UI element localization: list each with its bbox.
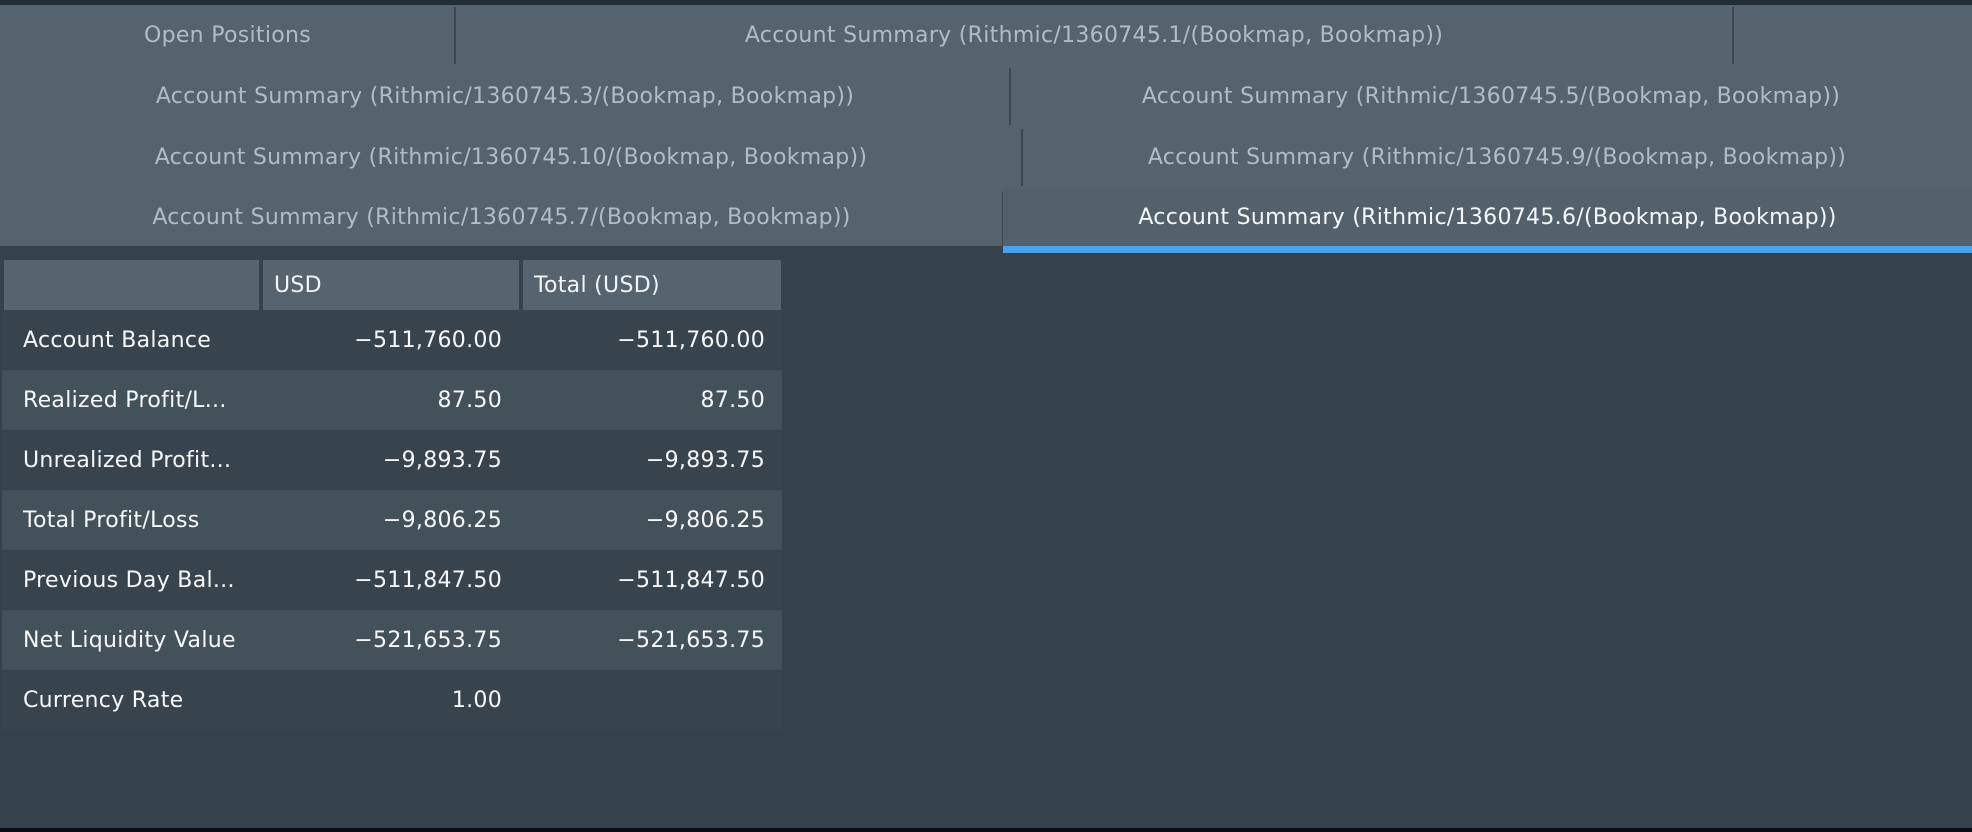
- col-header-usd[interactable]: USD: [263, 260, 519, 310]
- tab-label: Account Summary (Rithmic/1360745.5/(Book…: [1141, 84, 1841, 109]
- usd-value: 87.50: [437, 387, 502, 413]
- total-value: −511,847.50: [617, 567, 765, 593]
- tab-account-summary-1360745-1[interactable]: Account Summary (Rithmic/1360745.1/(Book…: [455, 5, 1733, 66]
- row-label: Unrealized Profit...: [23, 447, 232, 473]
- tab-label: Account Summary (Rithmic/1360745.6/(Book…: [1138, 204, 1837, 230]
- col-header-label: Total (USD): [534, 272, 660, 298]
- tab-label: Account Summary (Rithmic/1360745.7/(Book…: [152, 204, 851, 230]
- tab-account-summary-1360745-6-selected[interactable]: Account Summary (Rithmic/1360745.6/(Book…: [1003, 188, 1972, 246]
- row-label: Net Liquidity Value: [23, 627, 236, 653]
- usd-value: −511,760.00: [354, 327, 502, 353]
- table-row-realized-profit-loss: Realized Profit/L... 87.50 87.50: [2, 370, 782, 430]
- tab-label: Open Positions: [143, 23, 312, 48]
- tab-row-2: Account Summary (Rithmic/1360745.3/(Book…: [0, 66, 1972, 127]
- tab-label: Account Summary (Rithmic/1360745.3/(Book…: [155, 84, 855, 109]
- table-row-account-balance: Account Balance −511,760.00 −511,760.00: [2, 310, 782, 370]
- tab-account-summary-1360745-9[interactable]: Account Summary (Rithmic/1360745.9/(Book…: [1022, 127, 1972, 188]
- tab-open-positions[interactable]: Open Positions: [0, 5, 455, 66]
- tab-bar: Open Positions Account Summary (Rithmic/…: [0, 5, 1972, 246]
- tab-divider: [454, 7, 456, 64]
- row-label: Realized Profit/L...: [23, 387, 227, 413]
- tab-divider: [1021, 129, 1023, 186]
- table-header-row: USD Total (USD): [0, 260, 790, 310]
- total-value: −9,893.75: [645, 447, 765, 473]
- tab-account-summary-1360745-5[interactable]: Account Summary (Rithmic/1360745.5/(Book…: [1010, 66, 1972, 127]
- tab-account-summary-1360745-10[interactable]: Account Summary (Rithmic/1360745.10/(Boo…: [0, 127, 1022, 188]
- row-label: Currency Rate: [23, 687, 184, 713]
- window-top-edge: [0, 0, 1972, 5]
- usd-value: −521,653.75: [354, 627, 502, 653]
- tab-row-4: Account Summary (Rithmic/1360745.7/(Book…: [0, 188, 1972, 246]
- usd-value: −511,847.50: [354, 567, 502, 593]
- tab-row-1: Open Positions Account Summary (Rithmic/…: [0, 5, 1972, 66]
- total-value: −511,760.00: [617, 327, 765, 353]
- col-header-total-usd[interactable]: Total (USD): [523, 260, 781, 310]
- table-row-unrealized-profit: Unrealized Profit... −9,893.75 −9,893.75: [2, 430, 782, 490]
- row-label: Account Balance: [23, 327, 212, 353]
- total-value: [502, 670, 780, 730]
- table-row-currency-rate: Currency Rate 1.00: [2, 670, 782, 730]
- tab-account-summary-1360745-3[interactable]: Account Summary (Rithmic/1360745.3/(Book…: [0, 66, 1010, 127]
- total-value: 87.50: [700, 387, 765, 413]
- row-label: Total Profit/Loss: [23, 507, 200, 533]
- row-label: Previous Day Bal...: [23, 567, 235, 593]
- table-row-net-liquidity-value: Net Liquidity Value −521,653.75 −521,653…: [2, 610, 782, 670]
- total-value: −9,806.25: [645, 507, 765, 533]
- table-row-total-profit-loss: Total Profit/Loss −9,806.25 −9,806.25: [2, 490, 782, 550]
- usd-value: −9,893.75: [382, 447, 502, 473]
- usd-value: 1.00: [451, 687, 502, 713]
- tab-label: Account Summary (Rithmic/1360745.10/(Boo…: [154, 145, 868, 170]
- tab-divider: [1009, 68, 1011, 125]
- window-bottom-edge: [0, 828, 1972, 832]
- tab-label: Account Summary (Rithmic/1360745.1/(Book…: [744, 23, 1444, 48]
- table-row-previous-day-balance: Previous Day Bal... −511,847.50 −511,847…: [2, 550, 782, 610]
- col-header-empty[interactable]: [4, 260, 259, 310]
- selected-tab-underline: [1003, 246, 1972, 253]
- tab-label: Account Summary (Rithmic/1360745.9/(Book…: [1147, 145, 1847, 170]
- col-header-label: USD: [274, 272, 322, 298]
- tab-row-3: Account Summary (Rithmic/1360745.10/(Boo…: [0, 127, 1972, 188]
- total-value: −521,653.75: [617, 627, 765, 653]
- usd-value: −9,806.25: [382, 507, 502, 533]
- tab-account-summary-1360745-7[interactable]: Account Summary (Rithmic/1360745.7/(Book…: [0, 188, 1003, 246]
- tab-divider: [1732, 7, 1734, 64]
